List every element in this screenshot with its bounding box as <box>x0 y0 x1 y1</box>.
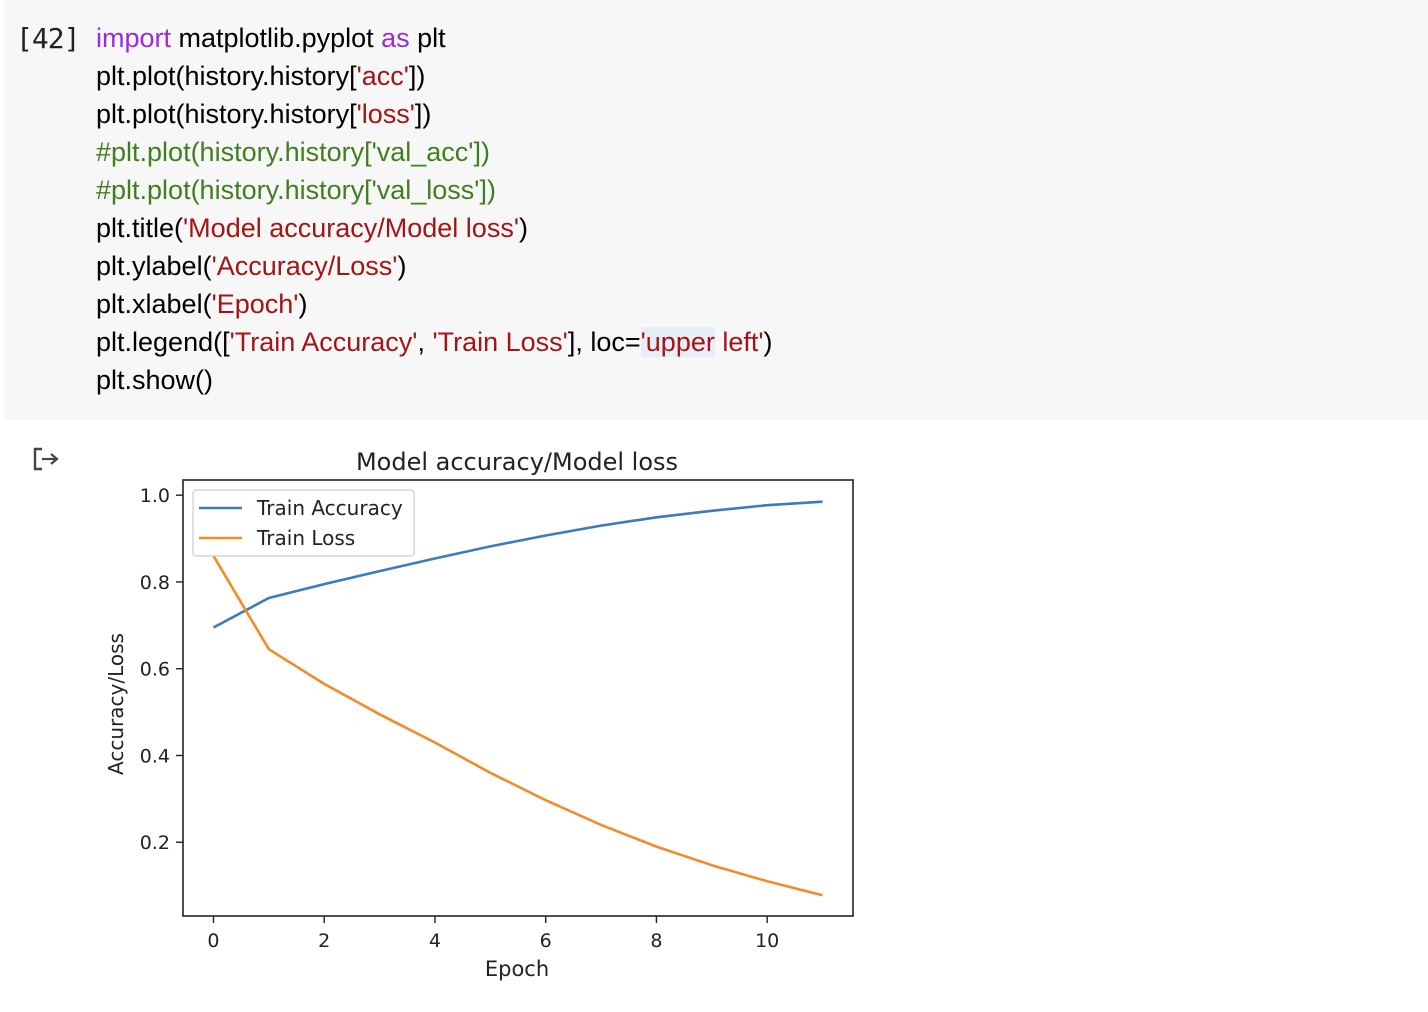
x-tick-label: 10 <box>755 930 779 952</box>
x-tick-label: 8 <box>650 930 662 952</box>
axis-ticks: 0 2 4 6 8 10 0.2 0.4 0.6 0.8 1.0 <box>140 485 779 952</box>
code-token: ) <box>397 251 407 281</box>
code-token: plt.ylabel( <box>96 251 212 281</box>
code-token: 'loss' <box>356 99 415 129</box>
code-token: 'acc' <box>356 61 409 91</box>
legend-label: Train Loss <box>256 526 355 550</box>
code-token: 'Train Accuracy' <box>229 327 418 357</box>
code-token: ) <box>298 289 308 319</box>
series-line-train-accuracy <box>212 500 823 629</box>
y-tick-label: 0.6 <box>140 659 170 681</box>
code-token: 'Epoch' <box>211 289 299 319</box>
y-axis-label: Accuracy/Loss <box>104 633 128 775</box>
code-line: plt.title('Model accuracy/Model loss') <box>96 209 773 247</box>
y-tick-label: 0.4 <box>140 745 170 767</box>
code-token: 'Model accuracy/Model loss' <box>183 213 519 243</box>
code-token: ]) <box>408 61 426 91</box>
code-token: import <box>96 23 172 53</box>
y-tick-label: 0.2 <box>140 832 170 854</box>
code-token: ) <box>763 327 773 357</box>
code-editor[interactable]: import matplotlib.pyplot as plt plt.plot(… <box>96 19 773 399</box>
code-line: plt.plot(history.history['loss']) <box>96 95 773 133</box>
code-token: ]) <box>414 99 432 129</box>
x-tick-label: 6 <box>540 930 552 952</box>
code-token: ], loc= <box>567 327 641 357</box>
y-tick-label: 0.8 <box>140 572 170 594</box>
chart: Model accuracy/Model loss Accuracy/Loss … <box>104 448 854 981</box>
execution-count: [42] <box>16 22 80 55</box>
code-line: #plt.plot(history.history['val_acc']) <box>96 133 773 171</box>
x-tick-label: 4 <box>429 930 441 952</box>
x-tick-label: 2 <box>318 930 330 952</box>
code-token: matplotlib.pyplot <box>171 23 382 53</box>
code-token: plt.xlabel( <box>96 289 212 319</box>
code-token: plt.show() <box>96 365 214 395</box>
code-token: 'Train Loss' <box>432 327 568 357</box>
legend: Train Accuracy Train Loss <box>192 489 415 557</box>
code-token: plt.legend([ <box>96 327 230 357</box>
series-lines <box>212 500 823 897</box>
code-line: import matplotlib.pyplot as plt <box>96 19 773 57</box>
x-tick-label: 0 <box>207 930 219 952</box>
code-line: #plt.plot(history.history['val_loss']) <box>96 171 773 209</box>
code-token: , <box>417 327 433 357</box>
plot-area-frame <box>182 479 854 917</box>
code-token: 'Accuracy/Loss' <box>211 251 398 281</box>
code-token: #plt.plot(history.history['val_acc']) <box>96 137 490 167</box>
legend-label: Train Accuracy <box>256 496 403 520</box>
code-cell[interactable] <box>4 0 1428 420</box>
x-axis-label: Epoch <box>485 957 549 981</box>
code-token: plt.plot(history.history[ <box>96 99 357 129</box>
code-token: plt <box>409 23 446 53</box>
code-token: plt.title( <box>96 213 184 243</box>
legend-box <box>192 489 415 557</box>
y-tick-label: 1.0 <box>140 485 170 507</box>
code-line: plt.show() <box>96 361 773 399</box>
code-token: as <box>381 23 410 53</box>
code-token: ) <box>518 213 528 243</box>
chart-title: Model accuracy/Model loss <box>356 448 678 476</box>
code-token: plt.plot(history.history[ <box>96 61 357 91</box>
code-line: plt.legend(['Train Accuracy', 'Train Los… <box>96 323 773 361</box>
code-token: 'upper <box>640 327 715 357</box>
series-line-train-loss <box>212 555 823 897</box>
code-token: left' <box>714 327 764 357</box>
code-line: plt.plot(history.history['acc']) <box>96 57 773 95</box>
code-token: #plt.plot(history.history['val_loss']) <box>96 175 496 205</box>
code-line: plt.ylabel('Accuracy/Loss') <box>96 247 773 285</box>
output-arrow-icon[interactable] <box>32 445 62 473</box>
code-line: plt.xlabel('Epoch') <box>96 285 773 323</box>
